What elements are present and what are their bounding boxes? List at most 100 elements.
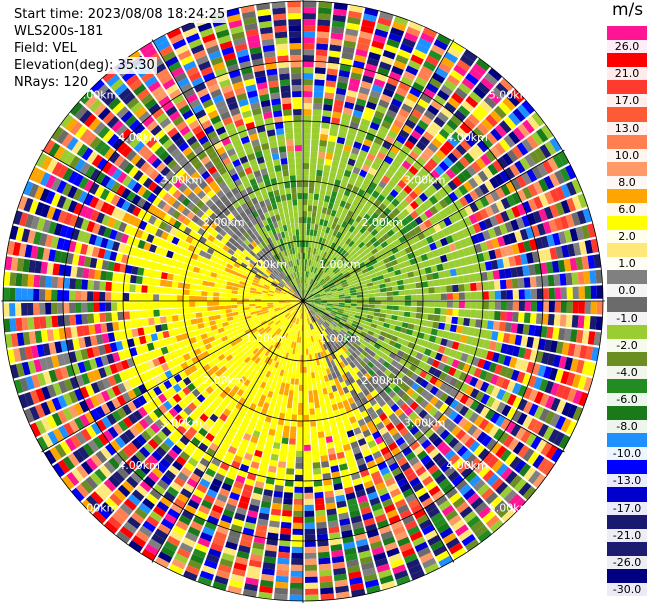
velocity-gate [313,97,323,104]
velocity-gate [93,280,100,291]
velocity-gate [354,349,361,356]
velocity-gate [309,317,313,324]
velocity-gate [151,533,165,546]
velocity-gate [135,302,142,310]
velocity-gate [299,312,302,319]
velocity-gate [214,575,229,585]
velocity-gate [480,406,491,418]
velocity-gate [240,343,247,351]
velocity-gate [317,13,331,21]
velocity-gate [286,346,291,354]
velocity-gate [374,329,382,335]
velocity-gate [303,199,308,206]
velocity-gate [210,340,218,348]
velocity-gate [297,199,303,206]
velocity-gate [311,353,316,361]
velocity-gate [134,422,145,434]
velocity-gate [72,449,85,464]
velocity-gate [233,480,244,490]
velocity-gate [364,454,374,463]
velocity-gate [289,315,294,322]
velocity-gate [257,359,264,367]
velocity-gate [444,449,456,461]
velocity-gate [301,306,303,313]
velocity-gate [320,213,326,220]
velocity-gate [303,235,306,242]
velocity-gate [560,370,570,385]
velocity-gate [497,504,511,518]
velocity-gate [311,309,316,315]
velocity-gate [545,395,556,409]
velocity-gate [287,371,292,378]
velocity-gate [241,353,248,361]
velocity-gate [242,337,250,344]
velocity-gate [533,405,545,420]
velocity-gate [251,328,258,334]
velocity-gate [305,253,308,260]
velocity-gate [523,401,534,414]
velocity-gate [385,436,395,446]
velocity-gate [303,127,311,134]
velocity-gate [250,369,258,377]
velocity-gate [403,553,418,564]
velocity-gate [413,445,424,456]
velocity-gate [333,390,340,398]
velocity-gate [75,278,83,290]
velocity-gate [410,382,420,391]
velocity-gate [444,395,454,406]
velocity-gate [362,429,372,438]
velocity-gate [324,329,330,335]
velocity-gate [374,557,389,568]
velocity-gate [237,287,245,292]
velocity-gate [371,319,379,325]
velocity-gate [260,500,272,509]
velocity-gate [293,109,302,116]
velocity-gate [123,498,137,511]
velocity-gate [274,436,282,444]
velocity-gate [335,494,346,503]
velocity-gate [304,522,315,529]
velocity-gate [326,318,333,324]
velocity-gate [575,329,584,344]
velocity-gate [573,344,582,358]
velocity-gate [449,492,462,504]
velocity-gate [311,438,319,445]
velocity-gate [219,365,228,374]
velocity-gate [220,346,228,354]
velocity-gate [135,530,150,543]
velocity-gate [306,305,311,311]
velocity-gate [279,357,285,364]
velocity-gate [467,327,475,336]
velocity-gate [310,348,315,355]
velocity-gate [340,469,350,477]
velocity-gate [478,448,490,461]
velocity-gate [338,347,345,355]
velocity-gate [117,282,124,292]
velocity-gate [315,49,328,57]
velocity-gate [306,223,311,230]
velocity-gate [270,508,281,516]
velocity-gate [433,517,447,529]
velocity-gate [183,446,194,457]
velocity-gate [328,392,335,400]
velocity-gate [473,461,486,474]
velocity-gate [121,480,135,493]
velocity-gate [340,524,352,532]
velocity-gate [282,109,292,116]
velocity-gate [370,445,380,454]
velocity-gate [280,324,286,331]
velocity-gate [206,395,215,404]
velocity-gate [303,331,305,337]
velocity-gate [288,365,293,373]
velocity-gate [329,459,338,467]
velocity-gate [463,317,471,327]
velocity-gate [276,312,283,316]
velocity-gate [374,361,383,369]
velocity-gate [368,535,381,544]
velocity-gate [316,527,328,535]
velocity-gate [157,393,168,404]
velocity-gate [191,422,202,432]
velocity-gate [564,357,573,371]
velocity-gate [249,303,256,307]
velocity-gate [303,25,316,32]
